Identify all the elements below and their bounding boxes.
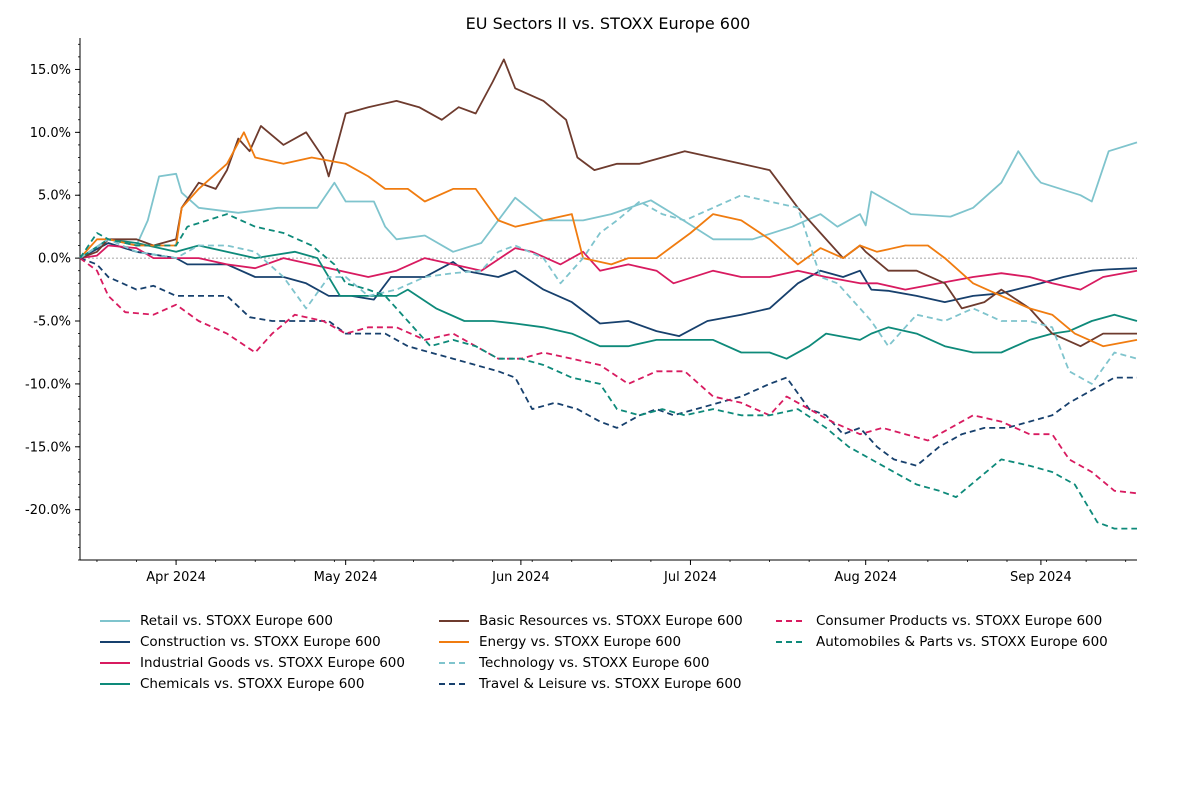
- x-tick-label: May 2024: [314, 570, 378, 585]
- legend-item: Construction vs. STOXX Europe 600: [100, 631, 405, 652]
- y-tick-label: 5.0%: [38, 189, 71, 204]
- series-line-3: [79, 244, 1138, 291]
- legend-item: Consumer Products vs. STOXX Europe 600: [776, 610, 1108, 631]
- legend-item: Energy vs. STOXX Europe 600: [439, 631, 743, 652]
- legend-label: Energy vs. STOXX Europe 600: [479, 633, 682, 650]
- series-line-9: [79, 257, 1138, 495]
- x-tick-label: Aug 2024: [834, 570, 897, 585]
- chart-title: EU Sectors II vs. STOXX Europe 600: [466, 14, 751, 33]
- legend-swatch: [100, 661, 130, 664]
- y-tick-label: -15.0%: [25, 440, 71, 455]
- series-line-6: [79, 131, 1138, 348]
- y-tick-label: 15.0%: [30, 63, 71, 78]
- x-tick-label: Apr 2024: [146, 570, 206, 585]
- y-tick-label: -10.0%: [25, 377, 71, 392]
- series-line-8: [79, 257, 1137, 467]
- legend-swatch: [439, 682, 469, 685]
- legend-swatch: [439, 619, 469, 622]
- legend-label: Consumer Products vs. STOXX Europe 600: [816, 612, 1103, 629]
- legend-item: Travel & Leisure vs. STOXX Europe 600: [439, 673, 743, 694]
- x-tick-label: Jun 2024: [491, 570, 550, 585]
- series-line-5: [79, 58, 1137, 348]
- y-tick-label: 10.0%: [30, 126, 71, 141]
- y-tick-label: -20.0%: [25, 503, 71, 518]
- legend-column: Consumer Products vs. STOXX Europe 600 Au…: [776, 610, 1108, 652]
- legend-label: Chemicals vs. STOXX Europe 600: [140, 675, 365, 692]
- x-tick-label: Sep 2024: [1010, 570, 1072, 585]
- legend-item: Technology vs. STOXX Europe 600: [439, 652, 743, 673]
- series-line-2: [79, 242, 1138, 337]
- legend-swatch: [100, 619, 130, 622]
- y-tick-label: -5.0%: [33, 315, 71, 330]
- series-line-1: [79, 141, 1138, 259]
- legend-label: Industrial Goods vs. STOXX Europe 600: [140, 654, 405, 671]
- legend-column: Basic Resources vs. STOXX Europe 600 Ener…: [439, 610, 743, 694]
- legend-label: Construction vs. STOXX Europe 600: [140, 633, 381, 650]
- legend-label: Technology vs. STOXX Europe 600: [479, 654, 710, 671]
- legend-column: Retail vs. STOXX Europe 600 Construction …: [100, 610, 405, 694]
- legend-swatch: [439, 640, 469, 643]
- y-tick-label: 0.0%: [38, 252, 71, 267]
- legend-item: Automobiles & Parts vs. STOXX Europe 600: [776, 631, 1108, 652]
- legend-swatch: [100, 682, 130, 685]
- legend-item: Basic Resources vs. STOXX Europe 600: [439, 610, 743, 631]
- series-layer: [79, 58, 1138, 530]
- legend-item: Industrial Goods vs. STOXX Europe 600: [100, 652, 405, 673]
- series-line-10: [79, 213, 1137, 530]
- legend-swatch: [439, 661, 469, 664]
- legend-swatch: [776, 619, 806, 622]
- legend-item: Chemicals vs. STOXX Europe 600: [100, 673, 405, 694]
- x-tick-label: Jul 2024: [663, 570, 717, 585]
- series-line-7: [79, 194, 1138, 385]
- legend-label: Travel & Leisure vs. STOXX Europe 600: [479, 675, 742, 692]
- legend-swatch: [776, 640, 806, 643]
- legend-label: Retail vs. STOXX Europe 600: [140, 612, 333, 629]
- legend-label: Automobiles & Parts vs. STOXX Europe 600: [816, 633, 1108, 650]
- legend-swatch: [100, 640, 130, 643]
- legend-label: Basic Resources vs. STOXX Europe 600: [479, 612, 743, 629]
- series-line-4: [79, 238, 1138, 360]
- axes: 15.0% 10.0% 5.0% 0.0% -5.0% -10.0% -15.0% -20.0…: [25, 38, 1137, 585]
- legend-item: Retail vs. STOXX Europe 600: [100, 610, 405, 631]
